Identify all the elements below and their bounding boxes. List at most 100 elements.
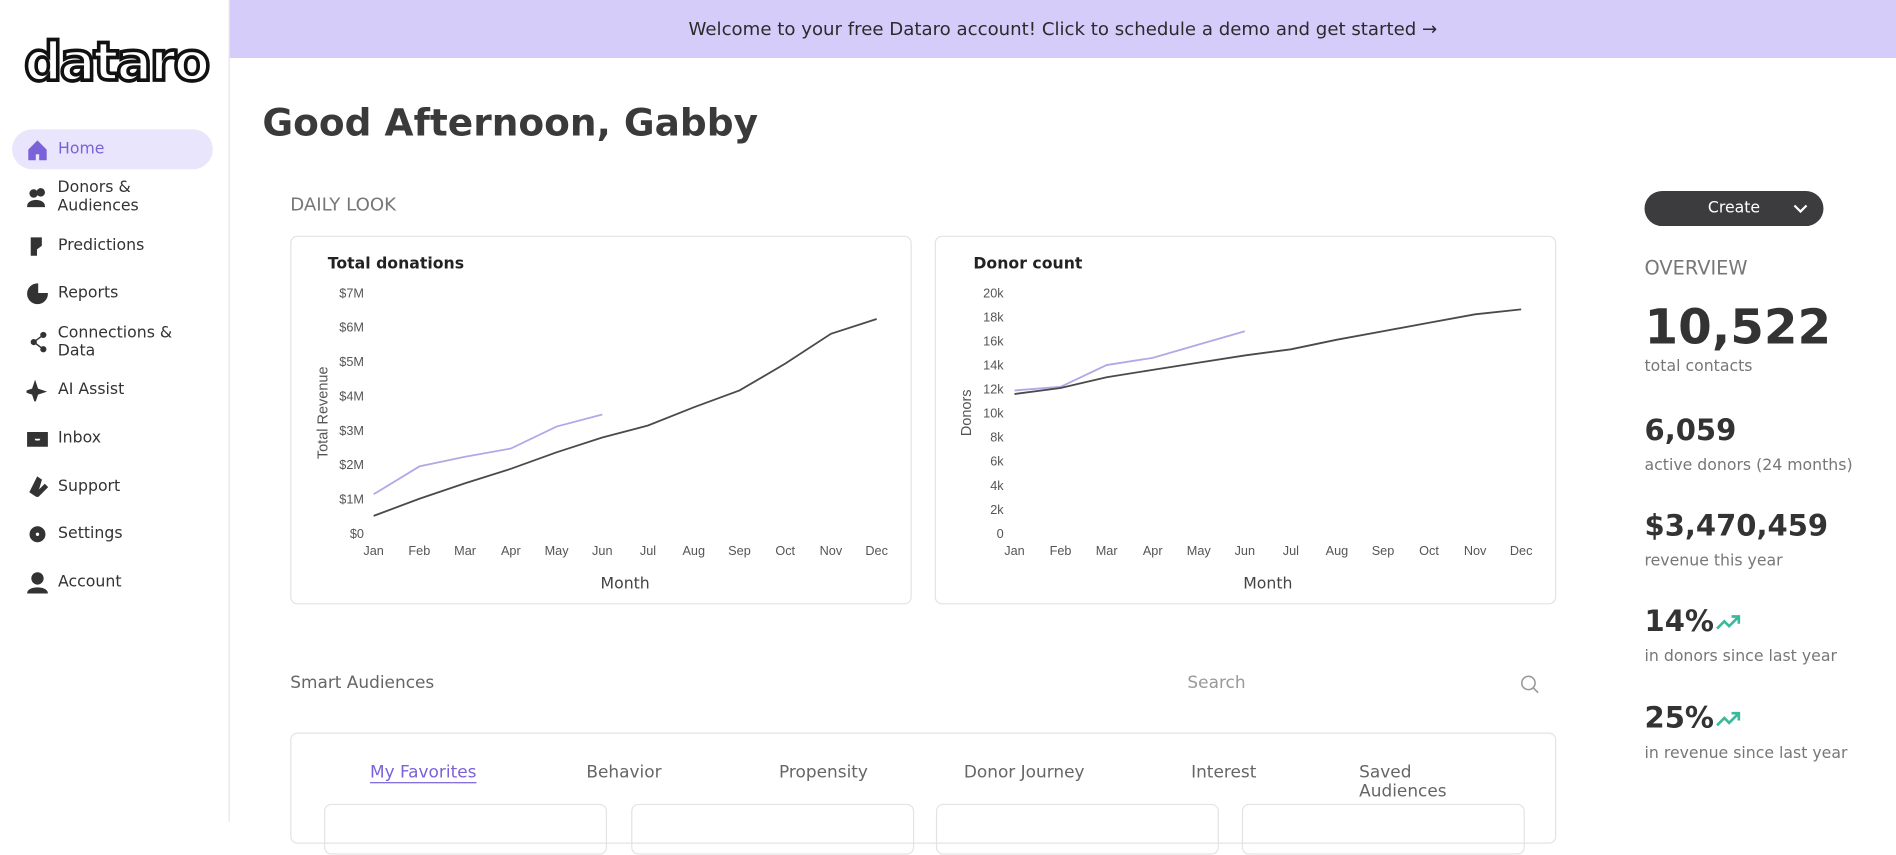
- nav-label: Home: [58, 140, 105, 159]
- x-tick-label: Aug: [682, 544, 705, 558]
- nav-icon: [27, 283, 48, 304]
- x-tick-label: Aug: [1326, 544, 1349, 558]
- stat-value: 14%: [1645, 604, 1743, 638]
- create-label: Create: [1707, 199, 1761, 218]
- y-tick-label: $0: [350, 527, 364, 541]
- nav-icon: [27, 571, 48, 594]
- y-tick-label: $4M: [339, 389, 364, 403]
- y-tick-label: 10k: [983, 407, 1004, 421]
- chart-card: Total donations Total Revenue Month $0 $1M $2…: [290, 235, 912, 605]
- nav-icon: [29, 526, 46, 543]
- trend-icon: [1716, 615, 1741, 630]
- nav-icon: [27, 188, 45, 208]
- line: [1014, 330, 1246, 392]
- search-icon[interactable]: [1520, 675, 1539, 694]
- nav-item[interactable]: AI Assist: [12, 370, 213, 410]
- stat-label: in donors since last year: [1644, 647, 1837, 667]
- search-input[interactable]: Search: [1187, 673, 1246, 693]
- tab[interactable]: Saved Audiences: [1359, 762, 1447, 802]
- x-tick-label: Apr: [501, 544, 522, 558]
- x-tick-label: Jun: [1235, 544, 1255, 558]
- trend-icon: [1716, 711, 1741, 727]
- x-tick-label: Jan: [363, 544, 383, 558]
- nav-label: Predictions: [58, 236, 145, 255]
- x-tick-label: Dec: [1510, 544, 1533, 558]
- nav-item[interactable]: Support: [12, 466, 213, 506]
- stat-label: total contacts: [1644, 357, 1753, 376]
- x-tick-label: Apr: [1143, 544, 1164, 558]
- nav-icon: [28, 139, 47, 160]
- tab[interactable]: Donor Journey: [963, 762, 1085, 783]
- chart-title: Donor count: [973, 253, 1082, 272]
- y-tick-label: $2M: [339, 458, 364, 472]
- y-tick-label: 2k: [990, 503, 1004, 517]
- tab[interactable]: Behavior: [586, 762, 662, 783]
- x-tick-label: Jul: [1283, 544, 1299, 558]
- x-tick-label: Jan: [1004, 544, 1024, 558]
- icon-shape: [28, 139, 47, 160]
- chart: Total donations Total Revenue Month $0 $1M $2…: [316, 253, 889, 592]
- x-tick-label: May: [1187, 544, 1212, 558]
- nav-label: Settings: [58, 525, 123, 544]
- x-tick-label: May: [545, 544, 570, 558]
- page-root: dataro Home Donors & Audiences Predictions…: [12, 0, 1896, 855]
- nav-label: Support: [58, 476, 121, 496]
- x-tick-label: Jun: [592, 544, 612, 558]
- y-tick-label: $7M: [339, 286, 364, 300]
- icon-shape: [27, 571, 48, 594]
- tab[interactable]: Interest: [1191, 762, 1257, 783]
- y-tick-label: 20k: [983, 286, 1004, 300]
- overview-title: OVERVIEW: [1644, 256, 1748, 280]
- tab[interactable]: Propensity: [778, 762, 868, 783]
- logo[interactable]: dataro: [22, 30, 212, 95]
- y-tick-label: $5M: [339, 355, 364, 369]
- chart-title: Total donations: [328, 253, 464, 272]
- x-tick-label: Oct: [1419, 544, 1439, 558]
- nav-item[interactable]: Predictions: [12, 226, 213, 266]
- y-tick-label: 18k: [983, 310, 1004, 324]
- stat-value: $3,470,459: [1644, 508, 1829, 543]
- nav-item[interactable]: Account: [12, 562, 213, 602]
- y-tick-label: $3M: [339, 424, 364, 438]
- banner[interactable]: Welcome to your free Dataro account! Cli…: [229, 0, 1896, 59]
- y-axis-label: Donors: [959, 389, 975, 436]
- x-tick-label: Feb: [1050, 544, 1072, 558]
- line: [373, 413, 603, 496]
- create-button[interactable]: Create: [1644, 190, 1824, 227]
- nav-label: Account: [58, 573, 122, 592]
- nav-item[interactable]: Settings: [12, 514, 213, 554]
- chevron: [1793, 204, 1808, 214]
- y-tick-label: 12k: [983, 383, 1004, 397]
- x-tick-label: Mar: [454, 544, 477, 558]
- x-tick-label: Nov: [1464, 544, 1487, 558]
- nav-icon: [29, 476, 49, 497]
- audience-card[interactable]: [631, 803, 915, 855]
- x-tick-label: Sep: [1372, 544, 1395, 558]
- chart: Donor count Donors Month 0 2k 4k 6k 8k 10k 12k 14k…: [959, 253, 1533, 593]
- x-tick-label: Dec: [865, 544, 888, 558]
- audience-card[interactable]: [935, 803, 1219, 855]
- x-tick-label: Jul: [640, 544, 656, 558]
- audience-card[interactable]: [1241, 803, 1525, 855]
- x-tick-label: Mar: [1096, 544, 1119, 558]
- y-axis-label: Total Revenue: [316, 366, 332, 459]
- nav-item[interactable]: Home: [12, 129, 213, 170]
- audience-card[interactable]: [324, 803, 608, 855]
- stat-value: 10,522: [1644, 299, 1832, 356]
- y-tick-label: $1M: [339, 493, 364, 507]
- nav-label: Donors & Audiences: [57, 179, 139, 216]
- y-tick-label: 8k: [990, 431, 1004, 445]
- x-tick-label: Oct: [775, 544, 795, 558]
- stat-label: in revenue since last year: [1644, 744, 1848, 763]
- nav-item[interactable]: Inbox: [12, 418, 213, 458]
- tab[interactable]: My Favorites: [369, 762, 477, 783]
- icon-shape: [27, 283, 48, 304]
- nav-item[interactable]: Donors & Audiences: [12, 177, 213, 217]
- line: [1014, 308, 1522, 395]
- nav-item[interactable]: Connections & Data: [12, 322, 213, 362]
- x-tick-label: Sep: [728, 544, 751, 558]
- icon-shape: [30, 237, 42, 256]
- x-axis-label: Month: [1243, 574, 1292, 593]
- nav-item[interactable]: Reports: [12, 274, 213, 314]
- y-tick-label: $6M: [339, 321, 364, 335]
